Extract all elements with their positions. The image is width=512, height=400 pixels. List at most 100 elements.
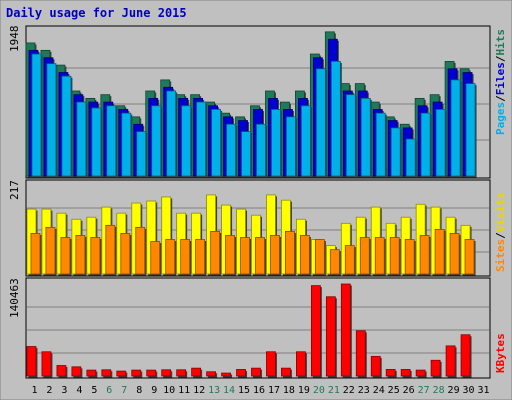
bar-kbytes-19 xyxy=(296,351,306,377)
bar-sites-3 xyxy=(60,237,71,275)
legend-top: Pages/Files/Hits xyxy=(494,29,507,135)
y-max-label-bottom: 140463 xyxy=(8,278,21,318)
bar-pages-2 xyxy=(46,63,57,177)
bar-sites-7 xyxy=(120,233,131,275)
bar-pages-3 xyxy=(61,75,72,177)
bar-kbytes-3 xyxy=(56,365,67,377)
bar-pages-22 xyxy=(345,94,356,177)
x-tick-label-day-16: 16 xyxy=(253,385,265,396)
legend-files: Files xyxy=(494,62,507,95)
x-tick-label-day-30: 30 xyxy=(463,385,475,396)
bar-sites-20 xyxy=(314,239,325,275)
panel-kbytes xyxy=(25,277,491,379)
legend-sites: Sites xyxy=(494,239,507,272)
x-tick-label-day-8: 8 xyxy=(136,385,142,396)
bar-sites-19 xyxy=(300,235,310,275)
x-tick-label-day-29: 29 xyxy=(448,385,460,396)
bar-kbytes-5 xyxy=(86,369,97,377)
x-tick-label-day-12: 12 xyxy=(193,385,205,396)
bar-kbytes-17 xyxy=(266,351,276,377)
legend-hits: Hits xyxy=(494,29,507,56)
bar-pages-6 xyxy=(106,105,117,177)
bar-pages-13 xyxy=(211,109,221,177)
legend-sep-1: / xyxy=(494,95,507,102)
bar-kbytes-13 xyxy=(206,371,216,377)
bar-kbytes-16 xyxy=(251,367,261,377)
bar-kbytes-23 xyxy=(355,330,366,377)
legend-sep-3: / xyxy=(494,232,507,239)
bar-sites-24 xyxy=(374,237,385,275)
x-tick-label-day-3: 3 xyxy=(61,385,67,396)
x-tick-label-day-26: 26 xyxy=(403,385,415,396)
x-tick-label-day-4: 4 xyxy=(76,385,82,396)
bar-kbytes-28 xyxy=(430,359,441,377)
bar-sites-17 xyxy=(270,235,280,275)
bar-sites-28 xyxy=(434,228,445,275)
bar-pages-7 xyxy=(121,112,132,177)
bar-pages-4 xyxy=(76,101,87,177)
bar-kbytes-6 xyxy=(101,369,112,377)
bar-sites-16 xyxy=(255,237,265,275)
bar-pages-20 xyxy=(315,68,326,177)
bar-pages-28 xyxy=(435,109,446,177)
bar-kbytes-30 xyxy=(460,334,471,377)
x-tick-label-day-10: 10 xyxy=(163,385,175,396)
bar-kbytes-9 xyxy=(146,369,157,377)
bar-sites-4 xyxy=(75,235,86,275)
bar-pages-26 xyxy=(405,138,416,177)
bar-pages-9 xyxy=(151,105,162,177)
x-tick-label-day-1: 1 xyxy=(31,385,37,396)
bar-kbytes-14 xyxy=(221,372,231,377)
bar-kbytes-10 xyxy=(161,369,172,377)
bar-pages-10 xyxy=(166,90,177,177)
y-max-label-middle: 217 xyxy=(8,180,21,200)
bar-pages-14 xyxy=(226,123,236,177)
x-tick-label-day-9: 9 xyxy=(151,385,157,396)
bar-kbytes-7 xyxy=(116,370,127,377)
bar-kbytes-18 xyxy=(281,367,291,377)
bar-pages-19 xyxy=(301,105,311,177)
bar-kbytes-1 xyxy=(26,346,37,377)
bar-pages-23 xyxy=(360,97,371,177)
bar-sites-12 xyxy=(195,239,206,275)
bar-pages-18 xyxy=(286,116,296,177)
bar-sites-8 xyxy=(135,226,146,275)
x-tick-label-day-19: 19 xyxy=(298,385,310,396)
x-tick-label-day-24: 24 xyxy=(373,385,385,396)
bar-pages-8 xyxy=(136,131,147,177)
bar-sites-26 xyxy=(404,239,415,275)
x-tick-label-day-20: 20 xyxy=(313,385,325,396)
bar-sites-9 xyxy=(150,241,161,275)
bar-pages-17 xyxy=(271,109,281,177)
x-tick-label-day-7: 7 xyxy=(121,385,127,396)
legend-pages: Pages xyxy=(494,102,507,135)
bar-kbytes-22 xyxy=(340,283,351,377)
bar-sites-2 xyxy=(45,226,56,275)
y-max-label-top: 1948 xyxy=(8,26,21,53)
bar-kbytes-21 xyxy=(325,296,336,377)
bar-kbytes-2 xyxy=(41,351,52,377)
bar-pages-15 xyxy=(241,131,251,177)
bar-sites-21 xyxy=(329,249,340,275)
legend-visits: Visits xyxy=(494,193,507,233)
bar-pages-25 xyxy=(390,127,401,177)
bar-sites-25 xyxy=(389,237,400,275)
x-tick-label-day-13: 13 xyxy=(208,385,220,396)
bar-pages-29 xyxy=(450,79,461,177)
x-tick-label-day-31: 31 xyxy=(477,385,489,396)
bar-sites-15 xyxy=(240,237,250,275)
bar-sites-1 xyxy=(30,233,41,275)
bar-pages-16 xyxy=(256,123,266,177)
bar-pages-21 xyxy=(330,61,341,177)
x-tick-label-day-17: 17 xyxy=(268,385,280,396)
chart-marks: 1 2 3 4 5 6 7 8 9 10 11 12 13 14 15 16 17 18 19 20 21 22 23 24 2… xyxy=(25,31,490,396)
legend-kbytes: KBytes xyxy=(494,333,507,373)
bar-pages-5 xyxy=(91,107,102,177)
bar-kbytes-12 xyxy=(191,367,202,377)
chart-title: Daily usage for June 2015 xyxy=(6,6,187,20)
x-tick-label-day-15: 15 xyxy=(238,385,250,396)
bar-kbytes-25 xyxy=(385,369,396,377)
x-tick-label-day-28: 28 xyxy=(433,385,445,396)
